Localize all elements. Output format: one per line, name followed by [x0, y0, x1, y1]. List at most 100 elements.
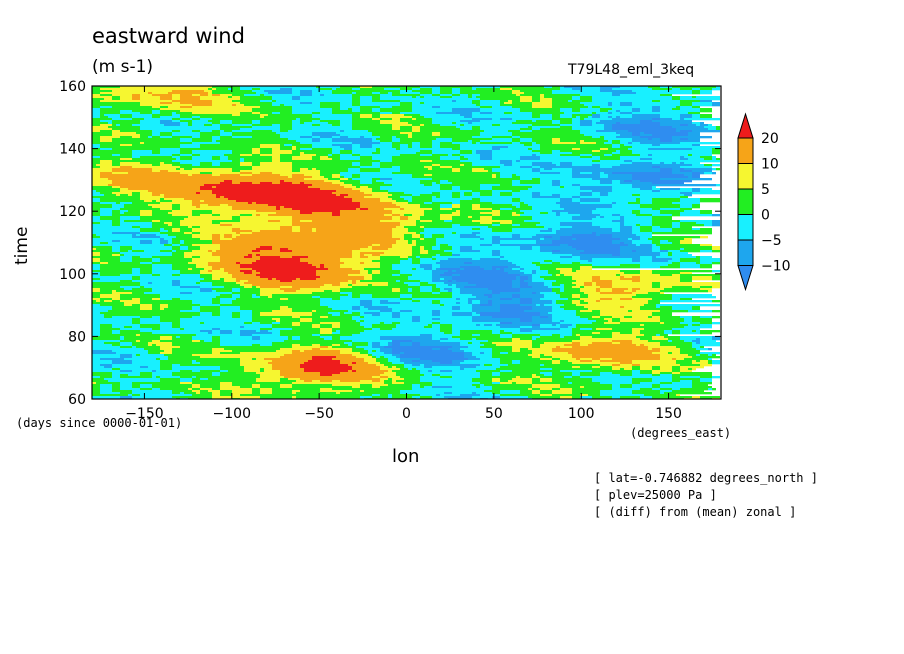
heatmap-cell [172, 348, 212, 351]
heatmap-cell [444, 282, 468, 285]
heatmap-cell [332, 90, 400, 93]
heatmap-cell [300, 182, 304, 185]
heatmap-cell [660, 212, 680, 215]
heatmap-cell [252, 262, 308, 265]
heatmap-cell [408, 278, 432, 281]
heatmap-cell [292, 324, 300, 327]
heatmap-cell [484, 390, 500, 393]
heatmap-cell [620, 144, 624, 147]
heatmap-cell [396, 136, 408, 139]
heatmap-cell [472, 204, 480, 207]
heatmap-cell [376, 180, 420, 183]
heatmap-cell [240, 88, 252, 91]
heatmap-cell [120, 202, 132, 205]
heatmap-cell [196, 264, 208, 267]
heatmap-cell [452, 142, 472, 145]
heatmap-cell [180, 282, 196, 285]
heatmap-cell [572, 356, 660, 359]
heatmap-cell [372, 140, 380, 143]
heatmap-cell [120, 286, 140, 289]
heatmap-cell [212, 332, 220, 335]
heatmap-cell [344, 312, 352, 315]
heatmap-cell [600, 180, 612, 183]
heatmap-cell [516, 212, 524, 215]
heatmap-cell [220, 336, 252, 339]
heatmap-cell [424, 174, 432, 177]
heatmap-cell [252, 294, 256, 297]
heatmap-cell [316, 270, 360, 273]
heatmap-cell [472, 338, 476, 341]
heatmap-cell [700, 100, 712, 103]
heatmap-cell [600, 276, 620, 279]
heatmap-cell [140, 386, 152, 389]
heatmap-cell [520, 246, 532, 249]
heatmap-cell [92, 96, 112, 99]
heatmap-cell [592, 360, 600, 363]
heatmap-cell [376, 138, 392, 141]
heatmap-cell [96, 164, 112, 167]
heatmap-cell [92, 122, 108, 125]
heatmap-cell [612, 290, 624, 293]
heatmap-cell [460, 200, 480, 203]
heatmap-cell [236, 232, 240, 235]
heatmap-cell [672, 252, 688, 255]
heatmap-cell [560, 214, 580, 217]
heatmap-cell [532, 280, 556, 283]
heatmap-cell [572, 340, 612, 343]
heatmap-cell [668, 352, 672, 355]
heatmap-cell [556, 324, 560, 327]
heatmap-cell [312, 324, 320, 327]
heatmap-cell [672, 262, 680, 265]
heatmap-cell [192, 316, 232, 319]
heatmap-cell [224, 234, 232, 237]
heatmap-cell [256, 358, 264, 361]
heatmap-cell [592, 192, 600, 195]
heatmap-cell [416, 368, 460, 371]
heatmap-cell [212, 214, 220, 217]
heatmap-cell [184, 198, 228, 201]
heatmap-cell [632, 362, 676, 365]
heatmap-cell [308, 256, 352, 259]
heatmap-cell [520, 392, 532, 395]
heatmap-cell [432, 140, 452, 143]
heatmap-cell [192, 164, 200, 167]
heatmap-cell [112, 246, 120, 249]
heatmap-cell [448, 290, 452, 293]
heatmap-cell [440, 340, 488, 343]
heatmap-cell [568, 100, 572, 103]
heatmap-cell [108, 178, 304, 181]
heatmap-cell [192, 136, 200, 139]
heatmap-cell [224, 270, 240, 273]
heatmap-cell [580, 156, 592, 159]
heatmap-cell [100, 386, 112, 389]
heatmap-cell [500, 310, 524, 313]
heatmap-cell [340, 266, 380, 269]
heatmap-cell [632, 290, 636, 293]
heatmap-cell [600, 120, 640, 123]
heatmap-cell [460, 246, 472, 249]
heatmap-cell [472, 194, 480, 197]
heatmap-cell [612, 88, 652, 91]
heatmap-cell [696, 360, 700, 363]
heatmap-cell [544, 364, 600, 367]
heatmap-cell [292, 144, 312, 147]
heatmap-cell [160, 230, 168, 233]
heatmap-cell [220, 138, 288, 141]
heatmap-cell [360, 106, 380, 109]
heatmap-cell [680, 108, 700, 111]
heatmap-cell [560, 114, 572, 117]
heatmap-cell [536, 374, 544, 377]
heatmap-cell [672, 330, 680, 333]
heatmap-cell [636, 198, 640, 201]
heatmap-cell [480, 300, 488, 303]
heatmap-cell [540, 246, 572, 249]
heatmap-cell [600, 176, 608, 179]
heatmap-cell [636, 234, 652, 237]
heatmap-cell [664, 288, 700, 291]
heatmap-cell [692, 104, 712, 107]
heatmap-cell [292, 396, 296, 399]
heatmap-cell [412, 318, 420, 321]
heatmap-cell [100, 210, 112, 213]
heatmap-cell [476, 152, 492, 155]
heatmap-cell [580, 120, 592, 123]
